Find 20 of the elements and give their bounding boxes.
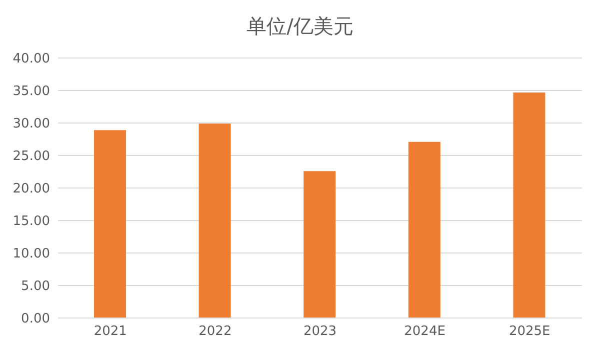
y-tick-label: 25.00 [12, 149, 50, 164]
y-tick-label: 35.00 [12, 84, 50, 100]
x-tick-label: 2023 [303, 324, 337, 340]
y-tick-label: 0.00 [21, 312, 50, 327]
y-tick-label: 40.00 [12, 52, 50, 67]
x-tick-label: 2025E [508, 324, 550, 340]
x-tick-label: 2024E [404, 324, 446, 340]
chart-title: 单位/亿美元 [246, 13, 354, 40]
bar [198, 124, 231, 318]
bar [94, 130, 126, 318]
y-tick-label: 10.00 [12, 246, 50, 262]
x-tick-label: 2022 [198, 324, 232, 340]
bar [304, 171, 336, 318]
y-tick-label: 15.00 [12, 214, 50, 230]
x-tick-label: 2021 [94, 324, 127, 340]
y-tick-label: 30.00 [12, 116, 50, 132]
y-tick-label: 5.00 [21, 279, 50, 294]
bar [408, 142, 440, 318]
y-tick-label: 20.00 [12, 182, 50, 197]
bar [513, 92, 546, 318]
